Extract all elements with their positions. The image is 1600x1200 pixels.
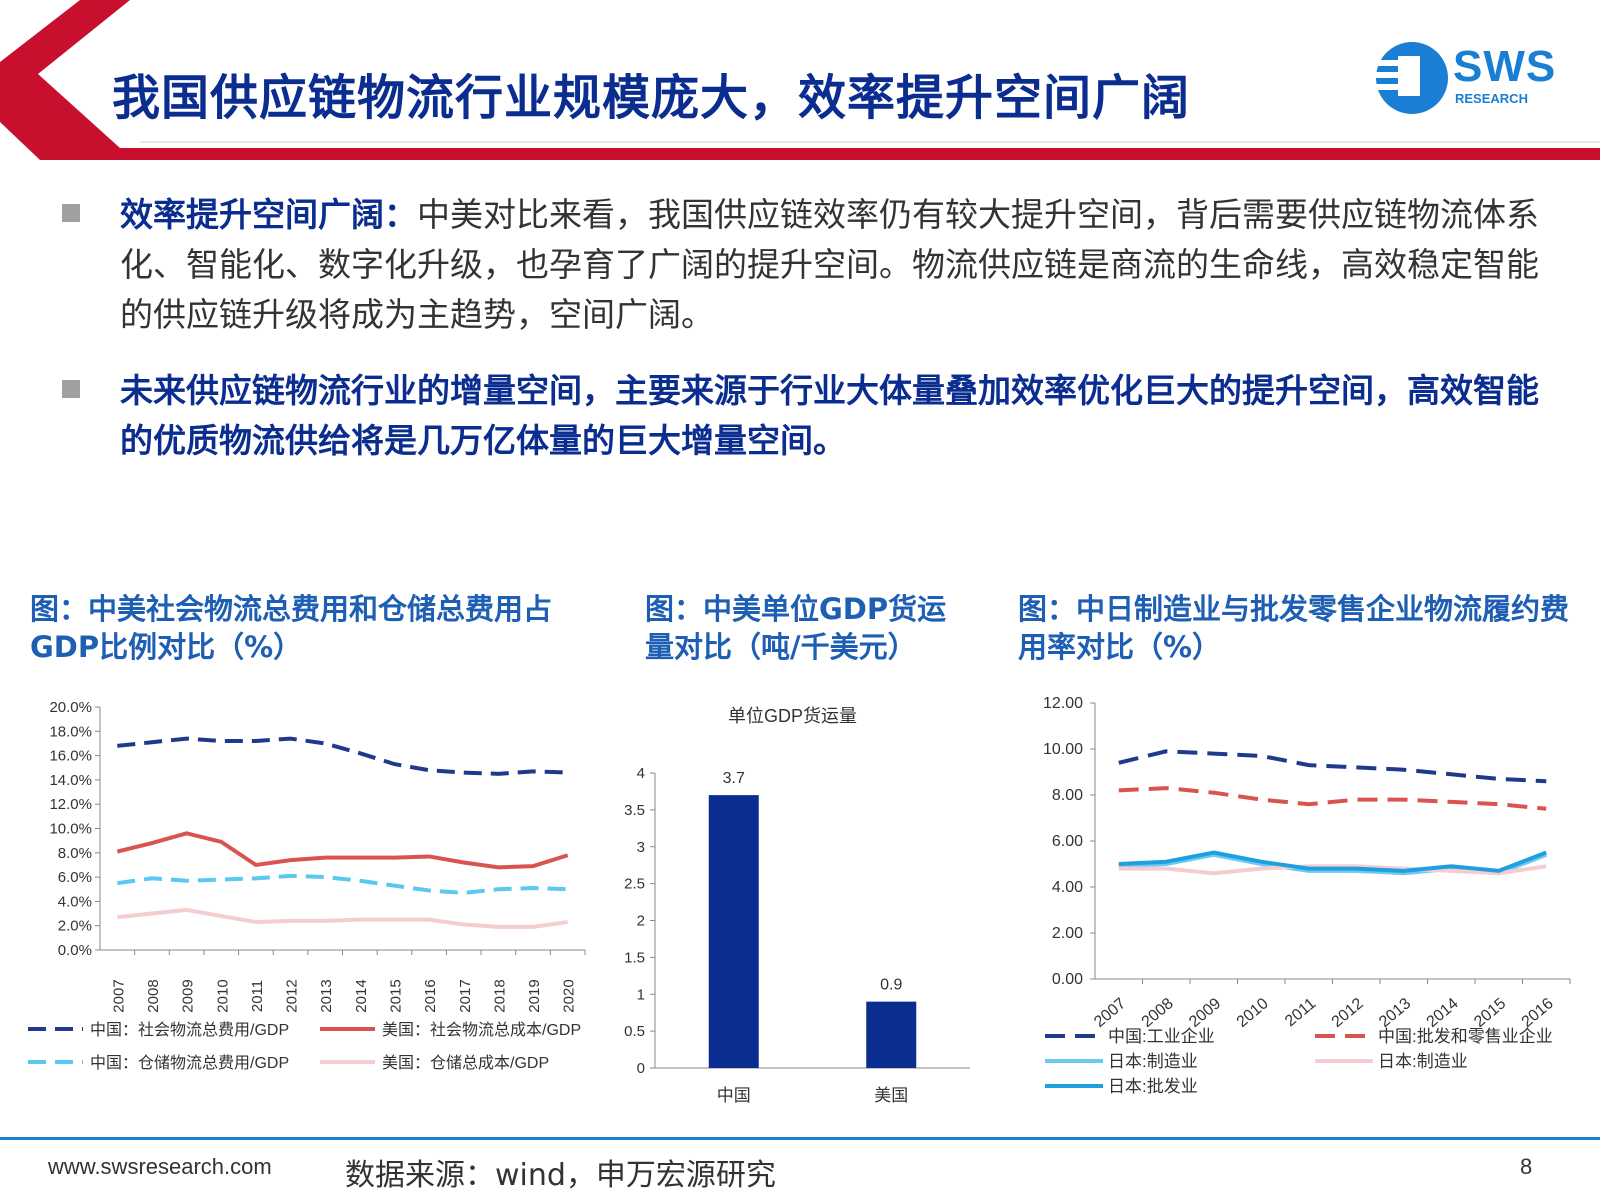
y-tick-label: 4	[637, 765, 645, 782]
figure-2-title: 图：中美单位GDP货运量对比（吨/千美元）	[645, 592, 947, 664]
series-line	[117, 873, 568, 895]
x-category-label: 中国	[717, 1086, 751, 1105]
y-tick-label: 10.00	[1043, 741, 1083, 758]
bullet-keyword: 效率提升空间广阔：	[120, 195, 417, 234]
series-line	[1118, 850, 1547, 873]
y-tick-label: 14.0%	[49, 772, 92, 789]
x-tick-label: 2013	[1376, 995, 1414, 1031]
y-tick-label: 0	[637, 1060, 645, 1077]
data-label: 3.7	[723, 770, 745, 787]
legend-label: 日本:制造业	[1108, 1052, 1198, 1071]
y-tick-label: 4.0%	[58, 893, 92, 910]
x-tick-label: 2012	[284, 979, 301, 1012]
x-tick-label: 2016	[1519, 995, 1557, 1031]
chart-2-freight-per-gdp: 单位GDP货运量 0 0.5 1 1.5 2 2.5 3 3.5 4 3.7 中国 0.9 美国	[624, 706, 970, 1105]
x-tick-label: 2009	[180, 979, 197, 1012]
legend-label: 中国：仓储物流总费用/GDP	[90, 1054, 289, 1072]
series-line	[116, 831, 569, 870]
y-tick-label: 2.0%	[58, 918, 92, 935]
chart-title: 单位GDP货运量	[728, 706, 857, 726]
page-number: 8	[1520, 1154, 1533, 1179]
footer-divider	[0, 1137, 1600, 1140]
bullet-paragraph-2: 未来供应链物流行业的增量空间，主要来源于行业大体量叠加效率优化巨大的提升空间，高…	[120, 371, 1539, 460]
x-tick-label: 2019	[526, 979, 543, 1012]
footer-url[interactable]: www.swsresearch.com	[48, 1154, 272, 1179]
y-tick-label: 2.5	[624, 876, 645, 893]
y-tick-label: 16.0%	[49, 748, 92, 765]
y-tick-label: 20.0%	[49, 699, 92, 716]
series-line	[1118, 864, 1547, 876]
bullet-text: 中美对比来看，我国供应链效率仍有较大提升空间，背后需要供应链物流体系化、智能化、…	[120, 195, 1539, 334]
chart-1-logistics-cost: 0.0% 2.0% 4.0% 6.0% 8.0% 10.0% 12.0% 14.0% 16.0%…	[28, 699, 586, 1072]
legend-label: 美国：仓储总成本/GDP	[382, 1054, 549, 1072]
x-tick-label: 2015	[1471, 995, 1509, 1031]
x-tick-label: 2007	[1091, 995, 1129, 1031]
x-tick-label: 2014	[353, 979, 370, 1012]
y-tick-label: 2.00	[1052, 925, 1083, 942]
y-tick-label: 0.00	[1052, 971, 1083, 988]
x-tick-label: 2010	[214, 979, 231, 1012]
legend-label: 中国:批发和零售业企业	[1378, 1027, 1553, 1046]
x-tick-label: 2015	[387, 979, 404, 1012]
y-tick-label: 0.5	[624, 1023, 645, 1040]
y-tick-label: 10.0%	[49, 821, 92, 838]
y-tick-label: 8.0%	[58, 845, 92, 862]
page-title: 我国供应链物流行业规模庞大，效率提升空间广阔	[112, 70, 1191, 126]
bullet-paragraph-1: 效率提升空间广阔：中美对比来看，我国供应链效率仍有较大提升空间，背后需要供应链物…	[120, 190, 1550, 340]
bar	[866, 1001, 917, 1068]
x-tick-label: 2010	[1234, 995, 1272, 1031]
x-tick-label: 2018	[491, 979, 508, 1012]
x-tick-label: 2009	[1186, 995, 1224, 1031]
bullet-square-icon	[62, 380, 80, 398]
legend-label: 中国:工业企业	[1108, 1027, 1215, 1046]
x-tick-label: 2011	[1282, 995, 1319, 1030]
y-tick-label: 6.00	[1052, 833, 1083, 850]
header-banner	[0, 0, 1600, 160]
footer-source: 数据来源：wind，申万宏源研究	[345, 1158, 776, 1193]
x-tick-label: 2016	[422, 979, 439, 1012]
bar	[708, 795, 759, 1068]
y-tick-label: 1	[637, 986, 645, 1003]
logo-subtext: RESEARCH	[1455, 91, 1528, 106]
y-tick-label: 12.0%	[49, 796, 92, 813]
legend-label: 日本:批发业	[1108, 1077, 1198, 1096]
y-tick-label: 6.0%	[58, 869, 92, 886]
logo-text: SWS	[1453, 42, 1557, 91]
y-tick-label: 0.0%	[58, 942, 92, 959]
y-tick-label: 18.0%	[49, 723, 92, 740]
legend-label: 中国：社会物流总费用/GDP	[90, 1021, 289, 1039]
y-tick-label: 1.5	[624, 949, 645, 966]
x-tick-label: 2020	[561, 979, 578, 1012]
y-tick-label: 12.00	[1043, 695, 1083, 712]
y-tick-label: 2	[637, 913, 645, 930]
x-tick-label: 2014	[1424, 995, 1462, 1031]
x-tick-label: 2017	[457, 979, 474, 1012]
series-line	[117, 736, 568, 776]
y-tick-label: 8.00	[1052, 787, 1083, 804]
series-line	[1118, 749, 1547, 784]
series-line	[117, 907, 568, 929]
x-category-label: 美国	[874, 1086, 908, 1105]
y-tick-label: 4.00	[1052, 879, 1083, 896]
x-tick-label: 2008	[145, 979, 162, 1012]
data-label: 0.9	[880, 977, 902, 994]
series-line	[1118, 786, 1547, 811]
x-tick-label: 2008	[1139, 995, 1177, 1031]
x-tick-label: 2012	[1329, 995, 1367, 1031]
sws-logo-icon	[1376, 42, 1448, 114]
x-tick-label: 2011	[249, 980, 266, 1012]
x-tick-label: 2013	[318, 979, 335, 1012]
figure-1-title: 图：中美社会物流总费用和仓储总费用占GDP比例对比（%）	[30, 592, 553, 664]
bullet-square-icon	[62, 204, 80, 222]
legend-label: 美国：社会物流总成本/GDP	[382, 1021, 581, 1039]
y-tick-label: 3	[637, 839, 645, 856]
y-tick-label: 3.5	[624, 802, 645, 819]
x-tick-label: 2007	[110, 979, 127, 1012]
legend-label: 日本:制造业	[1378, 1052, 1468, 1071]
figure-3-title: 图：中日制造业与批发零售企业物流履约费用率对比（%）	[1018, 592, 1570, 664]
